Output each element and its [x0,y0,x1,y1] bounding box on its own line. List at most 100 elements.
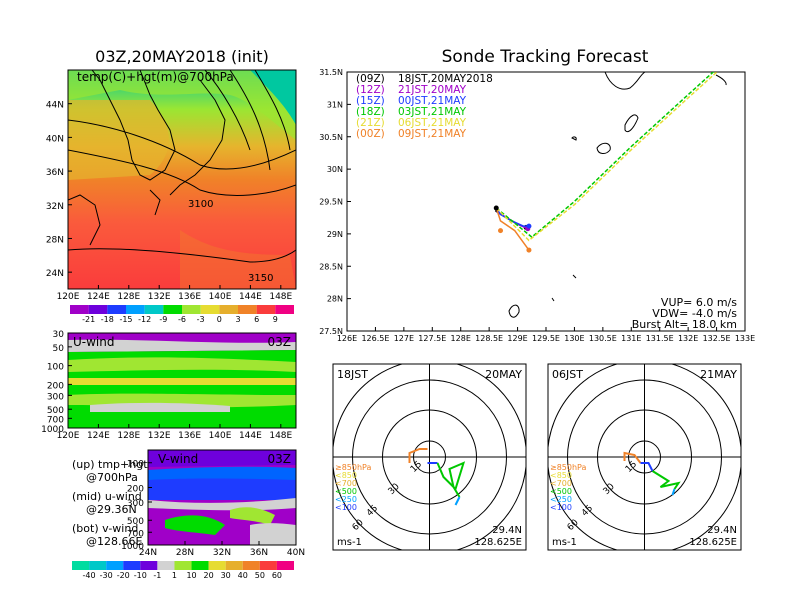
lon-tick-label: 144E [239,431,262,441]
hodograph-trace [640,462,654,472]
track-lat-tick-label: 28N [327,295,343,304]
hodograph-pressure-label: <100 [335,503,357,512]
wind-colorbar-swatch [89,561,107,570]
wind-colorbar: -40 -30 -20 -10 -1 1 10 20 30 40 50 60 [72,561,294,580]
lon-tick-label: 132E [148,431,171,441]
hodograph-unit: ms-1 [552,537,577,548]
wind-colorbar-tick: -30 [100,571,113,580]
track-legend-text: 03JST,21MAY [398,106,467,118]
wind-colorbar-swatch [157,561,175,570]
track-legend-code: (15Z) [356,95,385,107]
wind-colorbar-tick: 30 [221,571,231,580]
track-lon-tick-label: 127E [394,334,414,343]
lon-tick-label: 136E [178,292,201,302]
v-wind-time: 03Z [268,452,292,466]
legend-up2: @700hPa [86,471,138,484]
track-lon-tick-label: 126E [337,334,357,343]
hodograph-pressure-label: <500 [550,487,572,496]
track-line [495,72,715,239]
u-wind-label: U-wind [73,335,114,349]
track-lat-tick-label: 29.5N [319,198,343,207]
lat-tick-label: 28N [176,548,194,558]
hodograph-time: 06JST [552,368,583,381]
hodograph-pressure-label: <700 [550,479,572,488]
wind-colorbar-tick: 40 [238,571,248,580]
hodograph-trace [408,448,428,463]
lon-tick-label: 140E [209,292,232,302]
pressure-tick-label: 100 [47,363,64,373]
temp-colorbar-swatch [219,305,238,314]
track-lon-tick-label: 132E [678,334,698,343]
track-panel: 31.5N 31N 30.5N 30N 29.5N 29N 28.5N 28N 27.5N 12… [319,68,755,343]
panel-legend: (up) tmp+hgt @700hPa (mid) u-wind @29.36… [72,458,148,548]
hodograph-time: 18JST [337,368,368,381]
track-lon-tick-label: 129E [507,334,527,343]
contour-label-3150: 3150 [248,273,273,284]
hodograph-trace [651,470,681,490]
legend-bot: (bot) v-wind [72,522,138,535]
temp-colorbar-tick: -12 [138,315,151,324]
hodograph-pressure-label: <850 [550,471,572,480]
temp-map-title: temp(C)+hgt(m)@700hPa [77,70,234,84]
track-lon-ticks: 126E 126.5E 127E 127.5E 128E 128.5E 129E 129.5E… [337,327,755,343]
wind-colorbar-tick: 60 [272,571,282,580]
lat-tick-label: 36N [46,168,64,178]
wind-colorbar-swatch [106,561,124,570]
track-lat-tick-label: 31.5N [319,68,343,77]
pressure-tick-label: 700 [47,415,64,425]
temp-colorbar-swatch [88,305,108,314]
track-lat-tick-label: 30.5N [319,133,343,142]
temp-colorbar: -21 -18 -15 -12 -9 -6 -3 0 3 6 9 [70,305,294,324]
hodograph-pressure-label: <500 [335,487,357,496]
track-waypoint [498,228,504,234]
hodograph-pressure-label: <250 [550,495,572,504]
u-wind-time: 03Z [268,335,292,349]
hodograph-trace [436,461,466,498]
hodograph-rings [548,364,741,550]
wind-colorbar-tick: 20 [204,571,214,580]
temp-map-lon-ticks: 120E 124E 128E 132E 136E 140E 144E 148E [57,285,293,302]
track-legend-code: (00Z) [356,128,385,140]
pressure-tick-label: 300 [47,392,64,402]
pressure-tick-label: 1000 [41,425,64,435]
track-legend-text: 18JST,20MAY2018 [398,73,493,85]
lat-tick-label: 24N [139,548,157,558]
temp-colorbar-tick: 9 [273,315,278,324]
pressure-tick-label: 300 [127,499,144,509]
lat-tick-label: 32N [213,548,231,558]
lon-tick-label: 124E [87,292,110,302]
temp-colorbar-tick: -18 [101,315,114,324]
wind-colorbar-tick: -40 [83,571,96,580]
wind-colorbar-swatch [276,561,294,570]
wind-colorbar-swatch [225,561,243,570]
lat-tick-label: 44N [46,101,64,111]
hodograph-date: 20MAY [485,368,522,381]
temp-colorbar-tick: 6 [254,315,259,324]
pressure-tick-label: 1000 [121,542,144,552]
track-lon-tick-label: 131.5E [646,334,674,343]
temp-colorbar-tick: 0 [217,315,222,324]
param-vup: VUP= 6.0 m/s [661,296,737,309]
hodograph-lon: 128.625E [689,537,737,548]
hodograph-lat: 29.4N [492,525,522,536]
pressure-tick-label: 200 [47,381,64,391]
track-lon-tick-label: 132.5E [703,334,731,343]
track-lat-tick-label: 27.5N [319,327,343,336]
wind-colorbar-swatch [140,561,158,570]
wind-colorbar-tick: 1 [172,571,177,580]
wind-colorbar-swatch [208,561,226,570]
temp-colorbar-swatch [107,305,126,314]
hodograph-pressure-label: <700 [335,479,357,488]
temp-map-lat-ticks: 44N 40N 36N 32N 28N 24N [46,101,72,279]
track-lon-tick-label: 128.5E [475,334,503,343]
temp-colorbar-tick: -21 [82,315,95,324]
track-lat-tick-label: 28.5N [319,262,343,271]
v-wind-lat-ticks: 24N 28N 32N 36N 40N [139,541,305,558]
track-lon-tick-label: 133E [735,334,755,343]
lon-tick-label: 124E [87,431,110,441]
hodograph-lon: 128.625E [474,537,522,548]
wind-colorbar-tick: -10 [134,571,147,580]
lon-tick-label: 132E [148,292,171,302]
